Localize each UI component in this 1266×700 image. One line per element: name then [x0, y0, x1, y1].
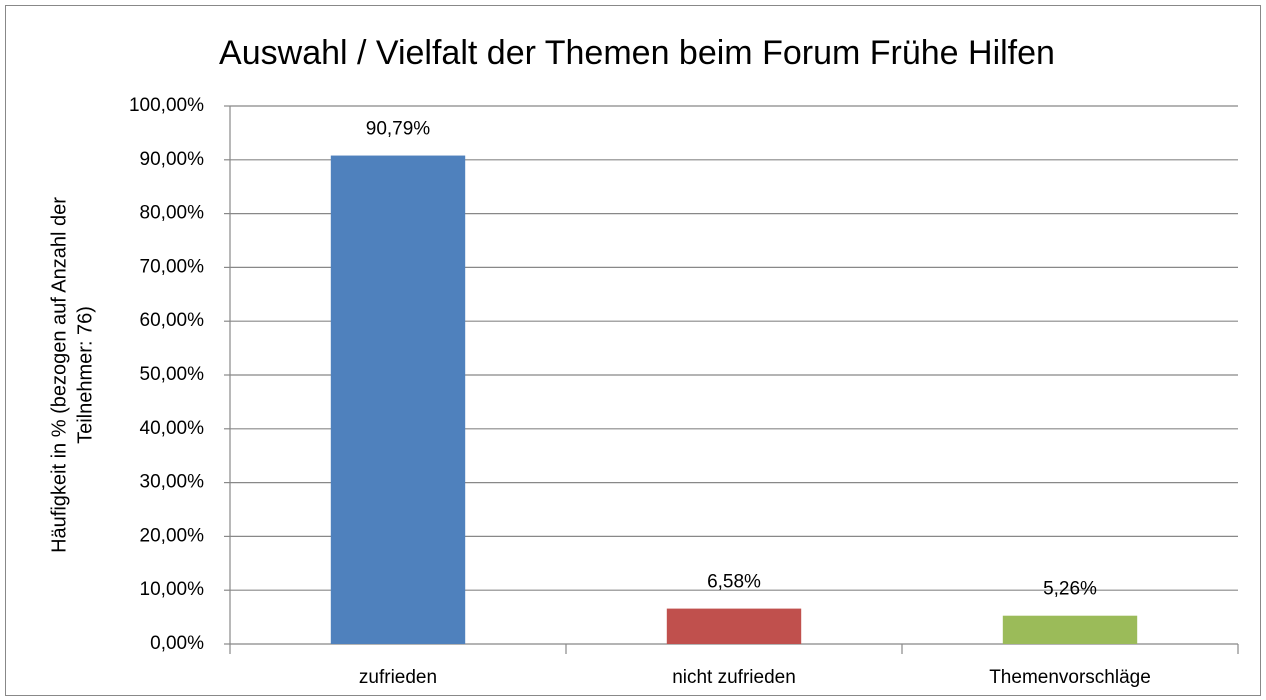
y-tick-label: 40,00%	[140, 418, 205, 439]
chart-title: Auswahl / Vielfalt der Themen beim Forum…	[219, 34, 1055, 72]
y-tick-label: 60,00%	[140, 310, 205, 331]
y-tick-label: 50,00%	[140, 364, 205, 385]
y-tick-label: 30,00%	[140, 472, 205, 493]
data-label: 5,26%	[1043, 579, 1097, 600]
y-axis-label: Häufigkeit in % (bezogen auf Anzahl der …	[48, 197, 96, 553]
y-tick-label: 90,00%	[140, 149, 205, 170]
y-tick-label: 70,00%	[140, 256, 205, 277]
bar	[1002, 615, 1138, 644]
y-axis-label-line: Teilnehmer: 76)	[74, 306, 96, 444]
x-tick-label: Themenvorschläge	[989, 667, 1151, 688]
bar	[330, 155, 466, 644]
y-tick-label: 100,00%	[129, 95, 204, 116]
y-tick-label: 0,00%	[150, 633, 204, 654]
x-tick-label: zufrieden	[359, 667, 437, 688]
x-tick-label: nicht zufrieden	[672, 667, 796, 688]
y-tick-label: 80,00%	[140, 203, 205, 224]
data-label: 6,58%	[707, 572, 761, 593]
y-tick-label: 20,00%	[140, 525, 205, 546]
data-label: 90,79%	[366, 119, 431, 140]
bar	[666, 608, 802, 644]
y-axis-label-line: Häufigkeit in % (bezogen auf Anzahl der	[48, 197, 70, 553]
y-tick-label: 10,00%	[140, 579, 205, 600]
chart-border	[5, 5, 1261, 696]
